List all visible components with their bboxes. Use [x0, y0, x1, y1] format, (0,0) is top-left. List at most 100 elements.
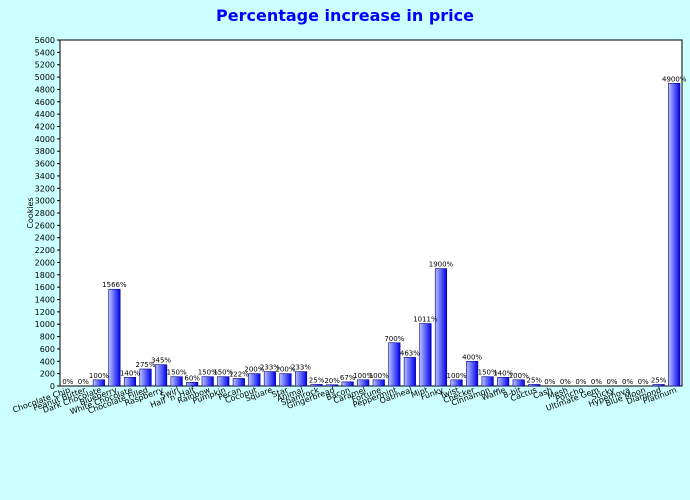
y-tick-label: 400: [40, 357, 55, 366]
data-label: 0%: [591, 378, 602, 386]
data-label: 700%: [384, 335, 404, 343]
bar: [310, 384, 323, 387]
bar: [232, 378, 245, 387]
y-tick-label: 2200: [35, 246, 55, 255]
y-tick-label: 1800: [35, 271, 55, 280]
y-tick-label: 5000: [35, 73, 55, 82]
data-label: 122%: [229, 370, 249, 378]
data-label: 25%: [309, 376, 325, 384]
data-label: 25%: [651, 376, 667, 384]
data-label: 150%: [478, 369, 498, 377]
bar: [279, 373, 292, 387]
y-tick-label: 4200: [35, 123, 55, 132]
data-label: 0%: [622, 378, 633, 386]
bar: [341, 381, 354, 387]
bar: [512, 379, 525, 387]
y-tick-label: 2600: [35, 221, 55, 230]
data-label: 0%: [638, 378, 649, 386]
bar: [294, 371, 308, 387]
data-label: 0%: [62, 378, 73, 386]
bar: [248, 373, 261, 387]
data-label: 275%: [136, 361, 156, 369]
bar: [450, 379, 463, 387]
data-label: 345%: [151, 357, 171, 365]
bar: [419, 323, 432, 387]
y-tick-label: 2400: [35, 234, 55, 243]
y-tick-label: 600: [40, 345, 55, 354]
y-tick-label: 800: [40, 333, 55, 342]
bar: [155, 364, 168, 387]
y-tick-label: 3600: [35, 160, 55, 169]
bar: [652, 384, 665, 387]
y-tick-label: 1600: [35, 283, 55, 292]
bar: [123, 377, 137, 387]
y-tick-label: 200: [40, 370, 55, 379]
data-label: 4900%: [662, 75, 687, 83]
bar: [497, 377, 510, 387]
data-label: 100%: [353, 372, 373, 380]
bar: [434, 268, 448, 387]
y-tick-label: 5600: [35, 36, 55, 45]
data-label: 150%: [167, 369, 187, 377]
bar: [388, 342, 401, 387]
data-label: 1011%: [413, 316, 438, 324]
y-tick-label: 2000: [35, 258, 55, 267]
bar: [92, 379, 105, 387]
plot-area: [59, 39, 683, 387]
y-tick-label: 1400: [35, 296, 55, 305]
data-label: 0%: [544, 378, 555, 386]
y-tick-label: 2800: [35, 209, 55, 218]
data-label: 0%: [606, 378, 617, 386]
data-label: 233%: [291, 364, 311, 372]
bar: [466, 360, 479, 387]
data-label: 463%: [400, 349, 420, 357]
data-label: 1900%: [429, 261, 454, 269]
bar: [170, 376, 183, 387]
bar: [372, 379, 385, 387]
data-label: 150%: [198, 369, 218, 377]
data-label: 200%: [275, 366, 295, 374]
y-tick-label: 4600: [35, 98, 55, 107]
bar: [403, 357, 416, 387]
data-label: 400%: [462, 353, 482, 361]
data-label: 100%: [509, 372, 529, 380]
bar: [186, 381, 199, 387]
data-label: 0%: [560, 378, 571, 386]
bar: [357, 379, 370, 387]
y-tick-label: 1200: [35, 308, 55, 317]
bar: [528, 384, 541, 387]
bar: [139, 368, 152, 387]
y-tick-label: 3800: [35, 147, 55, 156]
y-tick-label: 3200: [35, 184, 55, 193]
data-label: 100%: [89, 372, 109, 380]
y-tick-label: 4400: [35, 110, 55, 119]
y-tick-label: 5200: [35, 61, 55, 70]
y-tick-label: 3400: [35, 172, 55, 181]
bar: [481, 376, 494, 387]
bar: [263, 371, 276, 387]
data-label: 200%: [244, 366, 264, 374]
bar: [668, 82, 681, 387]
data-label: 67%: [340, 374, 356, 382]
data-label: 100%: [369, 372, 389, 380]
data-label: 1566%: [102, 281, 127, 289]
bar: [201, 376, 214, 387]
y-tick-label: 4000: [35, 135, 55, 144]
bar: [217, 376, 230, 387]
data-label: 25%: [526, 376, 542, 384]
data-label: 60%: [184, 374, 200, 382]
bar: [108, 288, 121, 387]
data-label: 140%: [493, 369, 513, 377]
data-label: 140%: [120, 369, 140, 377]
data-label: 100%: [447, 372, 467, 380]
y-tick-label: 1000: [35, 320, 55, 329]
data-label: 233%: [260, 364, 280, 372]
y-tick-label: 4800: [35, 85, 55, 94]
data-label: 150%: [213, 369, 233, 377]
y-tick-label: 3000: [35, 197, 55, 206]
data-label: 0%: [575, 378, 586, 386]
data-label: 20%: [324, 377, 340, 385]
bar: [326, 384, 339, 387]
